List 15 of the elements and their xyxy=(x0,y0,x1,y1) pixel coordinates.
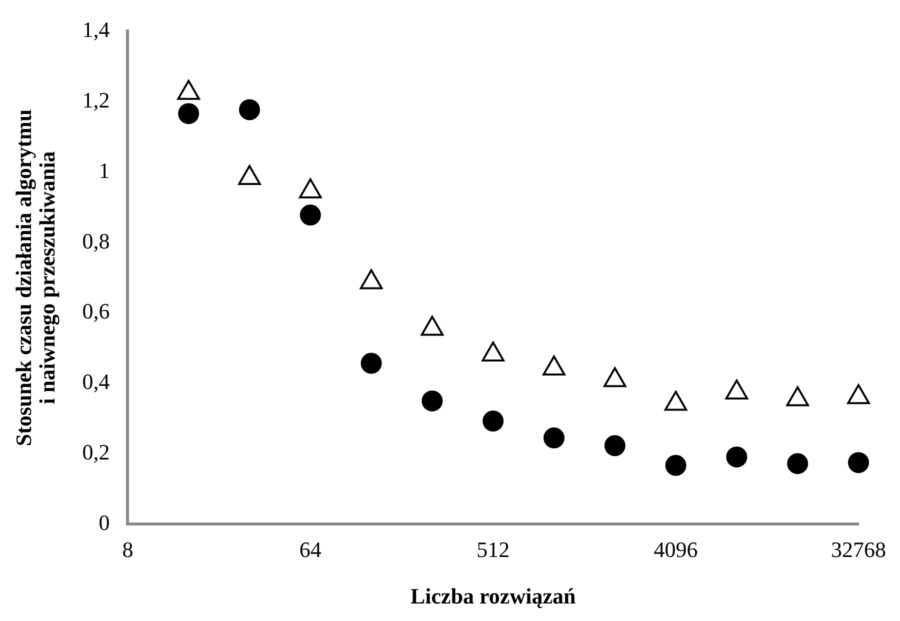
y-tick-label: 0,8 xyxy=(82,228,110,254)
y-tick-label: 1,2 xyxy=(82,87,110,112)
y-tick-label: 1,4 xyxy=(82,16,110,42)
y-tick-label: 0,4 xyxy=(82,369,110,394)
x-tick-label: 4096 xyxy=(654,537,698,562)
x-tick-label: 64 xyxy=(299,537,322,562)
x-axis-title: Liczba rozwiązań xyxy=(410,583,576,608)
x-tick-label: 512 xyxy=(476,537,510,562)
y-tick-label: 0,2 xyxy=(82,440,110,465)
y-tick-label: 0 xyxy=(98,510,110,535)
y-axis-title: Stosunek czasu działania algorytmu i naiwnego przeszukiwania xyxy=(11,109,60,446)
y-tick-label: 0,6 xyxy=(82,298,110,324)
x-tick-label: 32768 xyxy=(831,537,886,562)
x-tick-label: 8 xyxy=(122,537,134,562)
y-tick-label: 1 xyxy=(98,158,110,183)
